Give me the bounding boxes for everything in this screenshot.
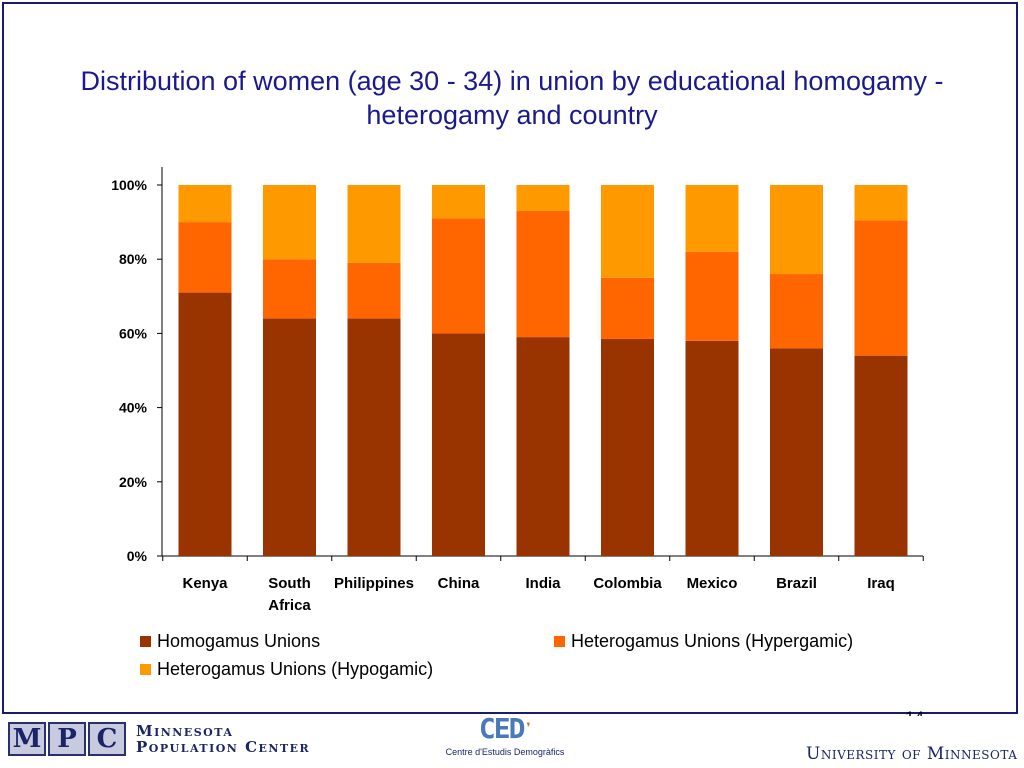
mpc-letter-p: P bbox=[48, 722, 86, 756]
bar-segment bbox=[685, 251, 739, 341]
bar-segment bbox=[347, 262, 401, 319]
stacked-bar-chart: 0% 20% 40% 60% 80% 100% Kenya South Africa Philip… bbox=[111, 167, 924, 614]
y-tick-label: 0% bbox=[127, 548, 148, 564]
legend-label: Homogamus Unions bbox=[157, 631, 321, 651]
bar-segment bbox=[263, 318, 316, 556]
mpc-letter-m: M bbox=[8, 722, 46, 756]
x-tick-label: South bbox=[268, 575, 311, 592]
ced-name: Centre d'Estudis Demogràfics bbox=[445, 747, 565, 757]
mpc-name-line2: Population Center bbox=[136, 738, 311, 756]
bar-segment bbox=[854, 355, 908, 556]
bar-segment bbox=[263, 259, 316, 319]
legend-swatch bbox=[140, 636, 151, 647]
mpc-name-line1: Minnesota bbox=[136, 722, 234, 740]
chart-title: Distribution of women (age 30 - 34) in u… bbox=[80, 66, 944, 130]
umn-logo: University of Minnesota bbox=[806, 744, 1018, 764]
bar-segment bbox=[601, 338, 654, 556]
bar-segment bbox=[516, 185, 570, 211]
bar-segment bbox=[601, 185, 654, 278]
bar-segment bbox=[854, 185, 908, 221]
bar-segment bbox=[685, 185, 739, 252]
bar-segment bbox=[178, 292, 232, 556]
footer bbox=[0, 716, 1024, 768]
bar-segment bbox=[432, 218, 485, 334]
bar-segment bbox=[601, 277, 654, 339]
slide-frame bbox=[2, 2, 1018, 714]
legend-label: Heterogamus Unions (Hypergamic) bbox=[571, 631, 854, 651]
y-tick-label: 100% bbox=[111, 177, 147, 193]
x-tick-label: Mexico bbox=[687, 575, 738, 592]
y-tick-label: 40% bbox=[119, 400, 148, 416]
x-tick-label: Philippines bbox=[334, 575, 414, 592]
bar-segment bbox=[347, 318, 401, 556]
x-tick-label: Iraq bbox=[867, 575, 895, 592]
y-tick-label: 60% bbox=[119, 325, 148, 341]
ced-accent-icon: ❜ bbox=[523, 719, 533, 738]
legend-item: Homogamus Unions bbox=[140, 631, 320, 652]
legend-swatch bbox=[554, 636, 565, 647]
x-tick-label: Kenya bbox=[182, 575, 228, 592]
y-tick-label: 80% bbox=[119, 251, 148, 267]
x-tick-label: India bbox=[525, 575, 561, 592]
bar-segment bbox=[432, 333, 485, 556]
bar-segment bbox=[770, 274, 823, 349]
mpc-logo: M P C Minnesota Population Center bbox=[8, 722, 310, 756]
x-tick-label: Africa bbox=[268, 597, 311, 614]
bar-segment bbox=[263, 185, 316, 260]
bar-segment bbox=[178, 222, 232, 293]
y-tick-label: 20% bbox=[119, 474, 148, 490]
ced-mark: CED❜ bbox=[430, 712, 580, 746]
legend-label: Heterogamus Unions (Hypogamic) bbox=[157, 659, 434, 679]
legend-item: Heterogamus Unions (Hypergamic) bbox=[554, 631, 853, 652]
bar-segment bbox=[516, 337, 570, 556]
ced-mark-text: CED bbox=[478, 712, 526, 745]
bar-segment bbox=[432, 185, 485, 219]
ced-logo: CED❜ Centre d'Estudis Demogràfics bbox=[430, 712, 580, 758]
legend-item: Heterogamus Unions (Hypogamic) bbox=[140, 659, 433, 680]
mpc-letter-c: C bbox=[88, 722, 126, 756]
bar-segment bbox=[516, 210, 570, 338]
x-tick-label: China bbox=[438, 575, 480, 592]
legend-swatch bbox=[140, 664, 151, 675]
x-tick-label: Colombia bbox=[593, 575, 662, 592]
mpc-name: Minnesota Population Center bbox=[136, 723, 310, 755]
bar-segment bbox=[178, 185, 232, 223]
x-tick-label: Brazil bbox=[776, 575, 817, 592]
bar-segment bbox=[770, 348, 823, 556]
bar-segment bbox=[770, 185, 823, 275]
bar-segment bbox=[347, 185, 401, 263]
bar-segment bbox=[685, 340, 739, 556]
bar-segment bbox=[854, 220, 908, 356]
